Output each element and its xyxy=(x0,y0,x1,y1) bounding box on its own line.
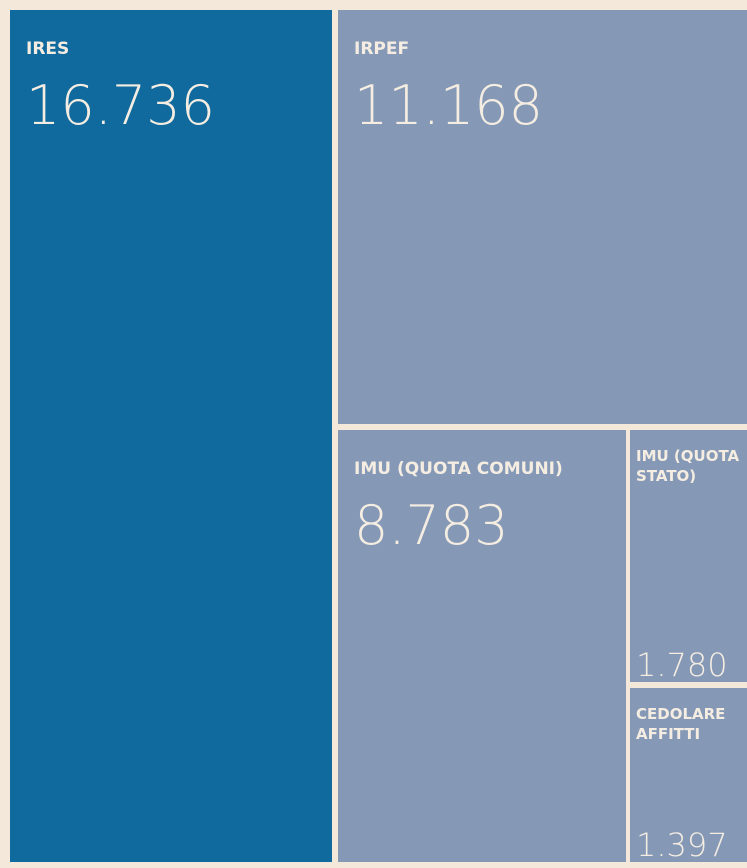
cell-name: IRES xyxy=(26,39,70,59)
cell-name: IMU (QUOTA COMUNI) xyxy=(354,459,563,479)
cell-value: 8.783 xyxy=(354,494,509,557)
cell-value: 11.168 xyxy=(354,74,543,137)
cell-name: IMU (QUOTA STATO) xyxy=(636,447,740,485)
treemap-cell: CEDOLARE AFFITTI 1.397 xyxy=(630,688,747,862)
treemap-cell: IMU (QUOTA COMUNI) 8.783 xyxy=(338,430,626,862)
cell-name: CEDOLARE AFFITTI xyxy=(636,705,726,743)
cell-value: 1.397 xyxy=(636,826,728,862)
treemap-cell: IRES 16.736 xyxy=(10,10,332,862)
treemap-cell: IRPEF 11.168 xyxy=(338,10,747,424)
cell-value: 1.780 xyxy=(636,646,728,682)
cell-name: IRPEF xyxy=(354,39,410,59)
treemap-cell: IMU (QUOTA STATO) 1.780 xyxy=(630,430,747,682)
cell-value: 16.736 xyxy=(26,74,215,137)
